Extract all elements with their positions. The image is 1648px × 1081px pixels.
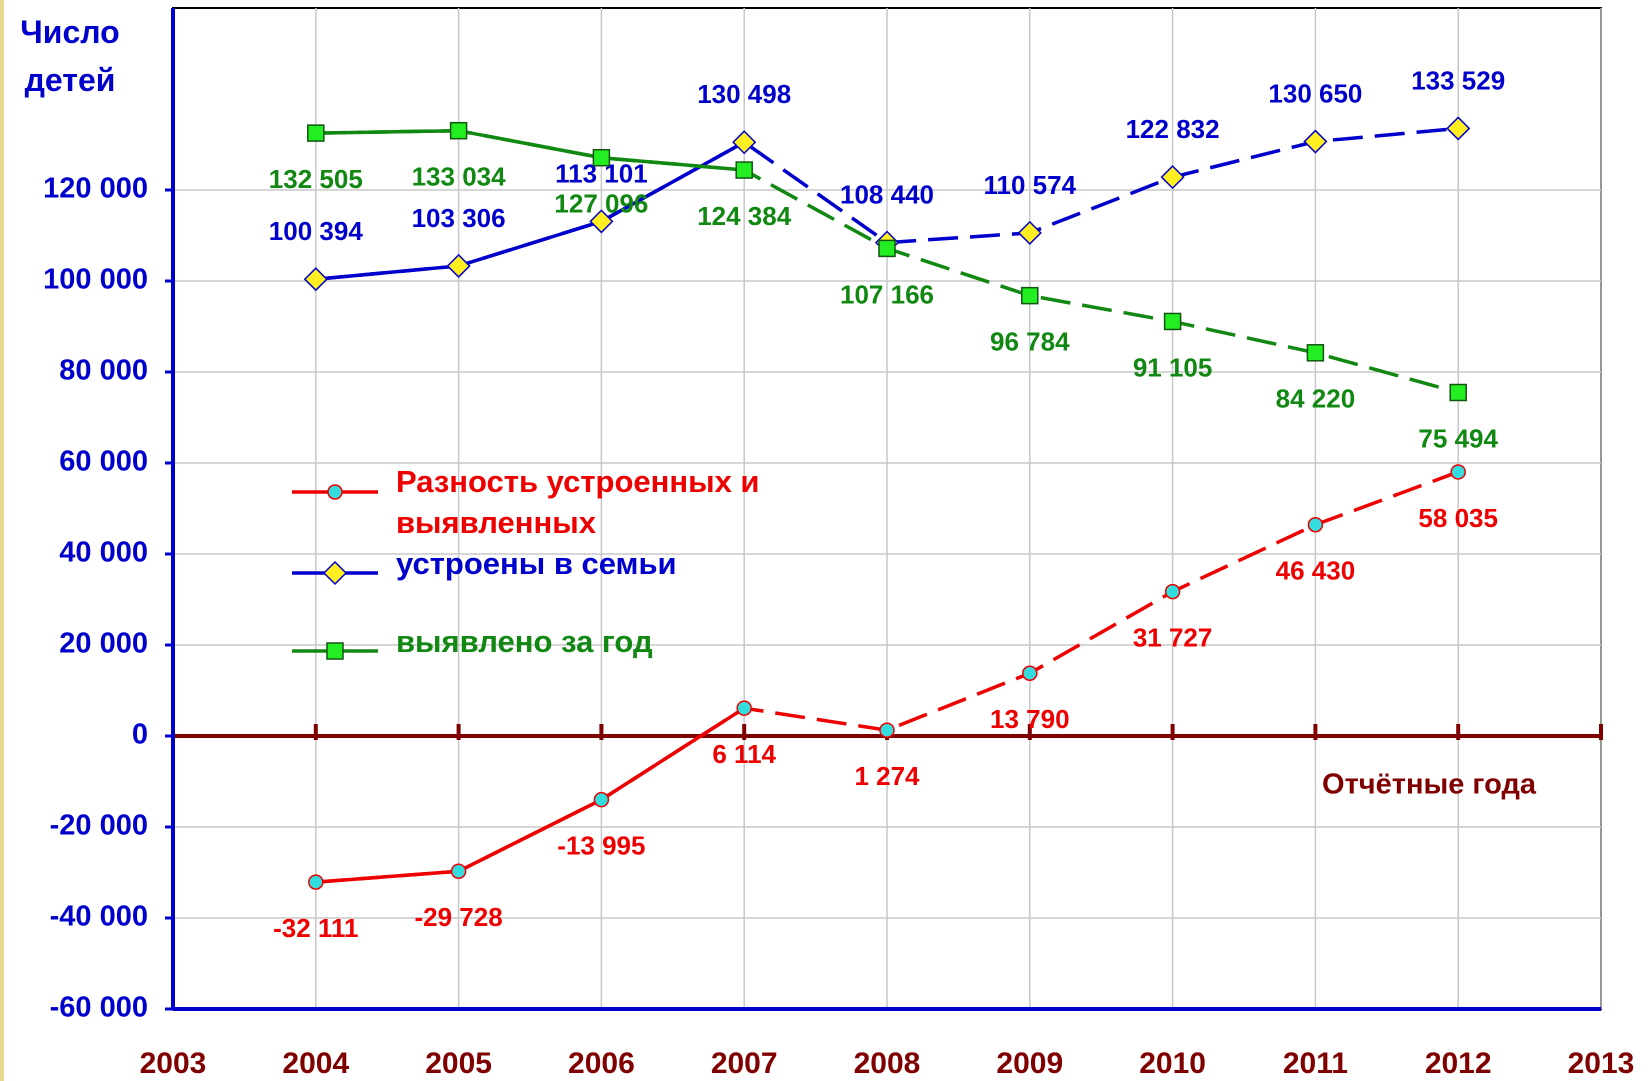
point xyxy=(1160,165,1185,190)
y-tick-label: -40 000 xyxy=(50,901,148,933)
point xyxy=(736,700,752,716)
y-tick-label: 120 000 xyxy=(43,173,148,205)
x-tick-label: 2009 xyxy=(996,1047,1063,1080)
point xyxy=(735,161,753,179)
x-tick-label: 2010 xyxy=(1139,1047,1206,1080)
left-edge xyxy=(0,0,4,1081)
x-tick-label: 2007 xyxy=(711,1047,778,1080)
x-tick-label: 2005 xyxy=(425,1047,492,1080)
point xyxy=(589,209,614,234)
x-tick-label: 2011 xyxy=(1283,1047,1348,1080)
x-tick-label: 2006 xyxy=(568,1047,635,1080)
point xyxy=(1164,583,1181,600)
point xyxy=(450,863,467,880)
data-label: -13 995 xyxy=(557,831,645,861)
legend-label: устроены в семьи xyxy=(396,546,677,581)
data-label: 96 784 xyxy=(990,327,1070,357)
point xyxy=(1021,286,1039,305)
data-label: 133 529 xyxy=(1411,65,1505,95)
y-tick-label: -20 000 xyxy=(50,810,148,842)
data-label: 75 494 xyxy=(1418,423,1498,453)
point xyxy=(1017,220,1042,245)
point xyxy=(592,148,611,167)
legend-label: выявлено за год xyxy=(396,624,653,659)
point xyxy=(449,121,468,140)
legend-label-box: Разность устроенных и выявленных xyxy=(396,464,760,540)
data-label: 103 306 xyxy=(412,203,506,233)
point xyxy=(1450,464,1466,480)
data-label: 130 650 xyxy=(1268,78,1362,108)
y-tick-label: 100 000 xyxy=(43,264,148,296)
point xyxy=(303,267,328,292)
data-label: 132 505 xyxy=(269,164,363,194)
point xyxy=(1303,129,1328,154)
x-tick-label: 2013 xyxy=(1568,1047,1635,1080)
point xyxy=(446,253,471,279)
point xyxy=(878,239,896,258)
data-label: 100 394 xyxy=(269,216,364,246)
legend-marker xyxy=(326,642,344,660)
data-label: 130 498 xyxy=(697,79,791,109)
data-label: 127 096 xyxy=(554,189,648,219)
x-tick-label: 2008 xyxy=(854,1047,921,1080)
x-tick-label: 2012 xyxy=(1425,1047,1492,1080)
data-label: 84 220 xyxy=(1276,384,1356,414)
point xyxy=(1446,116,1471,141)
y-tick-label: 60 000 xyxy=(59,446,148,478)
legend-marker xyxy=(322,560,348,586)
y-tick-label: 80 000 xyxy=(59,355,148,387)
point xyxy=(732,130,757,155)
point xyxy=(1307,516,1324,533)
y-tick-label: -60 000 xyxy=(50,992,148,1024)
point xyxy=(1306,344,1325,362)
point xyxy=(1022,665,1038,682)
y-tick-label: 0 xyxy=(132,719,148,751)
data-label: 31 727 xyxy=(1133,623,1213,653)
legend-marker xyxy=(327,484,343,500)
data-label: 13 790 xyxy=(990,704,1070,734)
legend-label: Разность устроенных и выявленных xyxy=(396,464,760,540)
legend-label-box: устроены в семьи xyxy=(396,546,677,581)
x-axis-title: Отчётные года xyxy=(1322,769,1537,801)
x-tick-label: 2003 xyxy=(140,1047,207,1080)
data-label: -29 728 xyxy=(415,902,503,932)
series-line-solid-part xyxy=(315,706,746,884)
series-line-solid-part xyxy=(315,128,745,172)
y-tick-label: 40 000 xyxy=(59,537,148,569)
point xyxy=(307,124,325,142)
x-tick-label: 2004 xyxy=(282,1047,349,1080)
data-label: 91 105 xyxy=(1133,352,1213,382)
y-tick-label: 20 000 xyxy=(59,628,148,660)
data-label: 108 440 xyxy=(840,179,934,209)
data-label: 46 430 xyxy=(1276,556,1356,586)
point xyxy=(879,722,895,738)
data-label: 1 274 xyxy=(854,761,920,791)
y-axis-title-box: Число детей xyxy=(20,14,120,98)
data-label: 107 166 xyxy=(840,279,934,309)
data-label: 6 114 xyxy=(712,739,776,769)
y-axis-title: Число детей xyxy=(20,14,120,98)
point xyxy=(308,874,324,890)
data-label: 58 035 xyxy=(1418,503,1498,533)
data-label: -32 111 xyxy=(273,913,358,943)
series-line-solid-part xyxy=(315,140,746,281)
data-label: 124 384 xyxy=(697,201,792,231)
data-label: 122 832 xyxy=(1126,114,1220,144)
point xyxy=(1163,312,1182,331)
legend-label-box: выявлено за год xyxy=(396,624,653,659)
point xyxy=(1449,383,1467,402)
data-label: 110 574 xyxy=(984,170,1077,200)
data-label: 133 034 xyxy=(412,162,507,192)
point xyxy=(593,791,610,808)
